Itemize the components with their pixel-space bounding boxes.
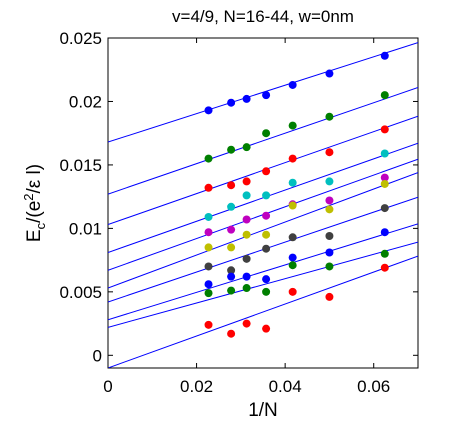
data-point-s4-7 <box>380 149 389 158</box>
fit-line-9 <box>108 241 418 328</box>
data-point-s3-3 <box>242 177 251 186</box>
data-point-s7-6 <box>325 232 334 240</box>
data-point-s9-2 <box>227 286 236 295</box>
fit-line-8 <box>108 223 418 321</box>
data-point-s6-7 <box>380 179 389 188</box>
data-point-s2-4 <box>262 129 271 138</box>
y-tick-label-1: 0 <box>93 346 102 365</box>
data-point-s4-3 <box>242 191 251 200</box>
fit-line-10 <box>108 255 418 368</box>
data-point-s1-6 <box>325 69 334 78</box>
data-point-s8-6 <box>325 248 334 257</box>
data-point-s9-7 <box>380 249 389 258</box>
data-point-s10-1 <box>204 320 213 329</box>
data-point-s8-1 <box>204 280 213 289</box>
data-point-s10-2 <box>227 329 236 338</box>
y-tick-label-3: 0.01 <box>69 219 102 238</box>
data-point-s2-5 <box>288 121 297 130</box>
data-point-extra-1 <box>380 263 389 272</box>
data-point-s3-5 <box>288 154 297 163</box>
data-point-s5-3 <box>242 215 251 224</box>
fit-line-1 <box>108 42 418 143</box>
y-axis-label-rest2: /ε l) <box>24 164 45 194</box>
data-point-s7-7 <box>380 204 389 213</box>
data-point-s7-1 <box>204 262 213 271</box>
data-point-s6-3 <box>242 230 251 239</box>
data-point-s10-4 <box>262 324 271 333</box>
data-point-s9-3 <box>242 284 251 293</box>
data-point-s5-1 <box>204 228 213 237</box>
y-tick-label-6: 0.025 <box>59 29 102 48</box>
y-axis-label: Ec/(e2/ε l) <box>21 164 48 242</box>
data-point-s5-6 <box>325 196 334 205</box>
data-point-s10-6 <box>325 292 334 301</box>
data-point-s1-1 <box>204 106 213 115</box>
data-point-s4-1 <box>204 212 213 221</box>
y-axis-label-sub: c <box>33 222 48 229</box>
data-point-s9-5 <box>288 261 297 270</box>
data-point-s4-6 <box>325 177 334 186</box>
data-markers <box>204 51 389 338</box>
data-point-s9-6 <box>325 262 334 271</box>
chart-title: v=4/9, N=16-44, w=0nm <box>172 7 354 26</box>
data-point-s5-7 <box>380 173 389 182</box>
x-tick-label-3: 0.04 <box>269 377 302 396</box>
data-point-s1-5 <box>288 80 297 89</box>
x-tick-label-2: 0.02 <box>180 377 213 396</box>
data-point-s2-2 <box>227 145 236 154</box>
data-point-s1-2 <box>227 98 236 107</box>
y-tick-label-5: 0.02 <box>69 92 102 111</box>
data-point-s9-4 <box>262 287 271 296</box>
x-axis-label: 1/N <box>248 400 278 421</box>
y-tick-label-4: 0.015 <box>59 156 102 175</box>
y-axis-label-rest1: /(e <box>24 201 45 223</box>
data-point-s7-4 <box>262 244 271 253</box>
data-point-s5-2 <box>227 225 236 234</box>
data-point-s4-5 <box>288 178 297 187</box>
data-point-s10-5 <box>288 287 297 296</box>
data-point-s8-2 <box>227 272 236 281</box>
data-point-s2-1 <box>204 154 213 163</box>
data-point-s6-6 <box>325 205 334 214</box>
data-point-s3-6 <box>325 148 334 157</box>
data-point-s1-7 <box>380 51 389 60</box>
x-tick-label-1: 0 <box>103 377 112 396</box>
fit-line-2 <box>108 87 418 195</box>
data-point-s1-3 <box>242 94 251 103</box>
data-point-s5-4 <box>262 211 271 220</box>
data-point-s10-3 <box>242 319 251 328</box>
y-tick-label-2: 0.005 <box>59 283 102 302</box>
data-point-s1-4 <box>262 91 271 100</box>
x-tick-label-4: 0.06 <box>357 377 390 396</box>
data-point-s7-5 <box>288 233 297 242</box>
data-point-s9-1 <box>204 289 213 298</box>
fit-line-6 <box>108 172 418 289</box>
data-point-s6-5 <box>288 201 297 210</box>
y-axis-label-main: E <box>24 229 45 242</box>
data-point-s4-4 <box>262 191 271 200</box>
y-axis-label-sup: 2 <box>21 193 36 200</box>
data-point-s6-4 <box>262 230 271 239</box>
data-point-s7-2 <box>227 266 236 275</box>
data-point-s8-5 <box>288 253 297 262</box>
data-point-s8-7 <box>380 228 389 237</box>
data-point-s3-2 <box>227 181 236 190</box>
data-point-s8-3 <box>242 272 251 281</box>
plot-area <box>107 37 419 369</box>
data-point-s2-6 <box>325 112 334 121</box>
data-point-s3-4 <box>262 167 271 176</box>
data-point-s2-7 <box>380 91 389 100</box>
data-point-s3-7 <box>380 125 389 134</box>
data-point-s3-1 <box>204 183 213 192</box>
tick-labels: 0 0.02 0.04 0.06 0 0.005 0.01 0.015 0.02 0.025 <box>59 29 390 396</box>
data-point-s8-4 <box>262 275 271 284</box>
data-point-s7-3 <box>242 254 251 263</box>
axis-ticks <box>107 37 418 368</box>
data-point-s6-2 <box>227 243 236 252</box>
data-point-s6-1 <box>204 243 213 252</box>
data-point-s4-2 <box>227 202 236 211</box>
data-point-s2-3 <box>242 143 251 152</box>
